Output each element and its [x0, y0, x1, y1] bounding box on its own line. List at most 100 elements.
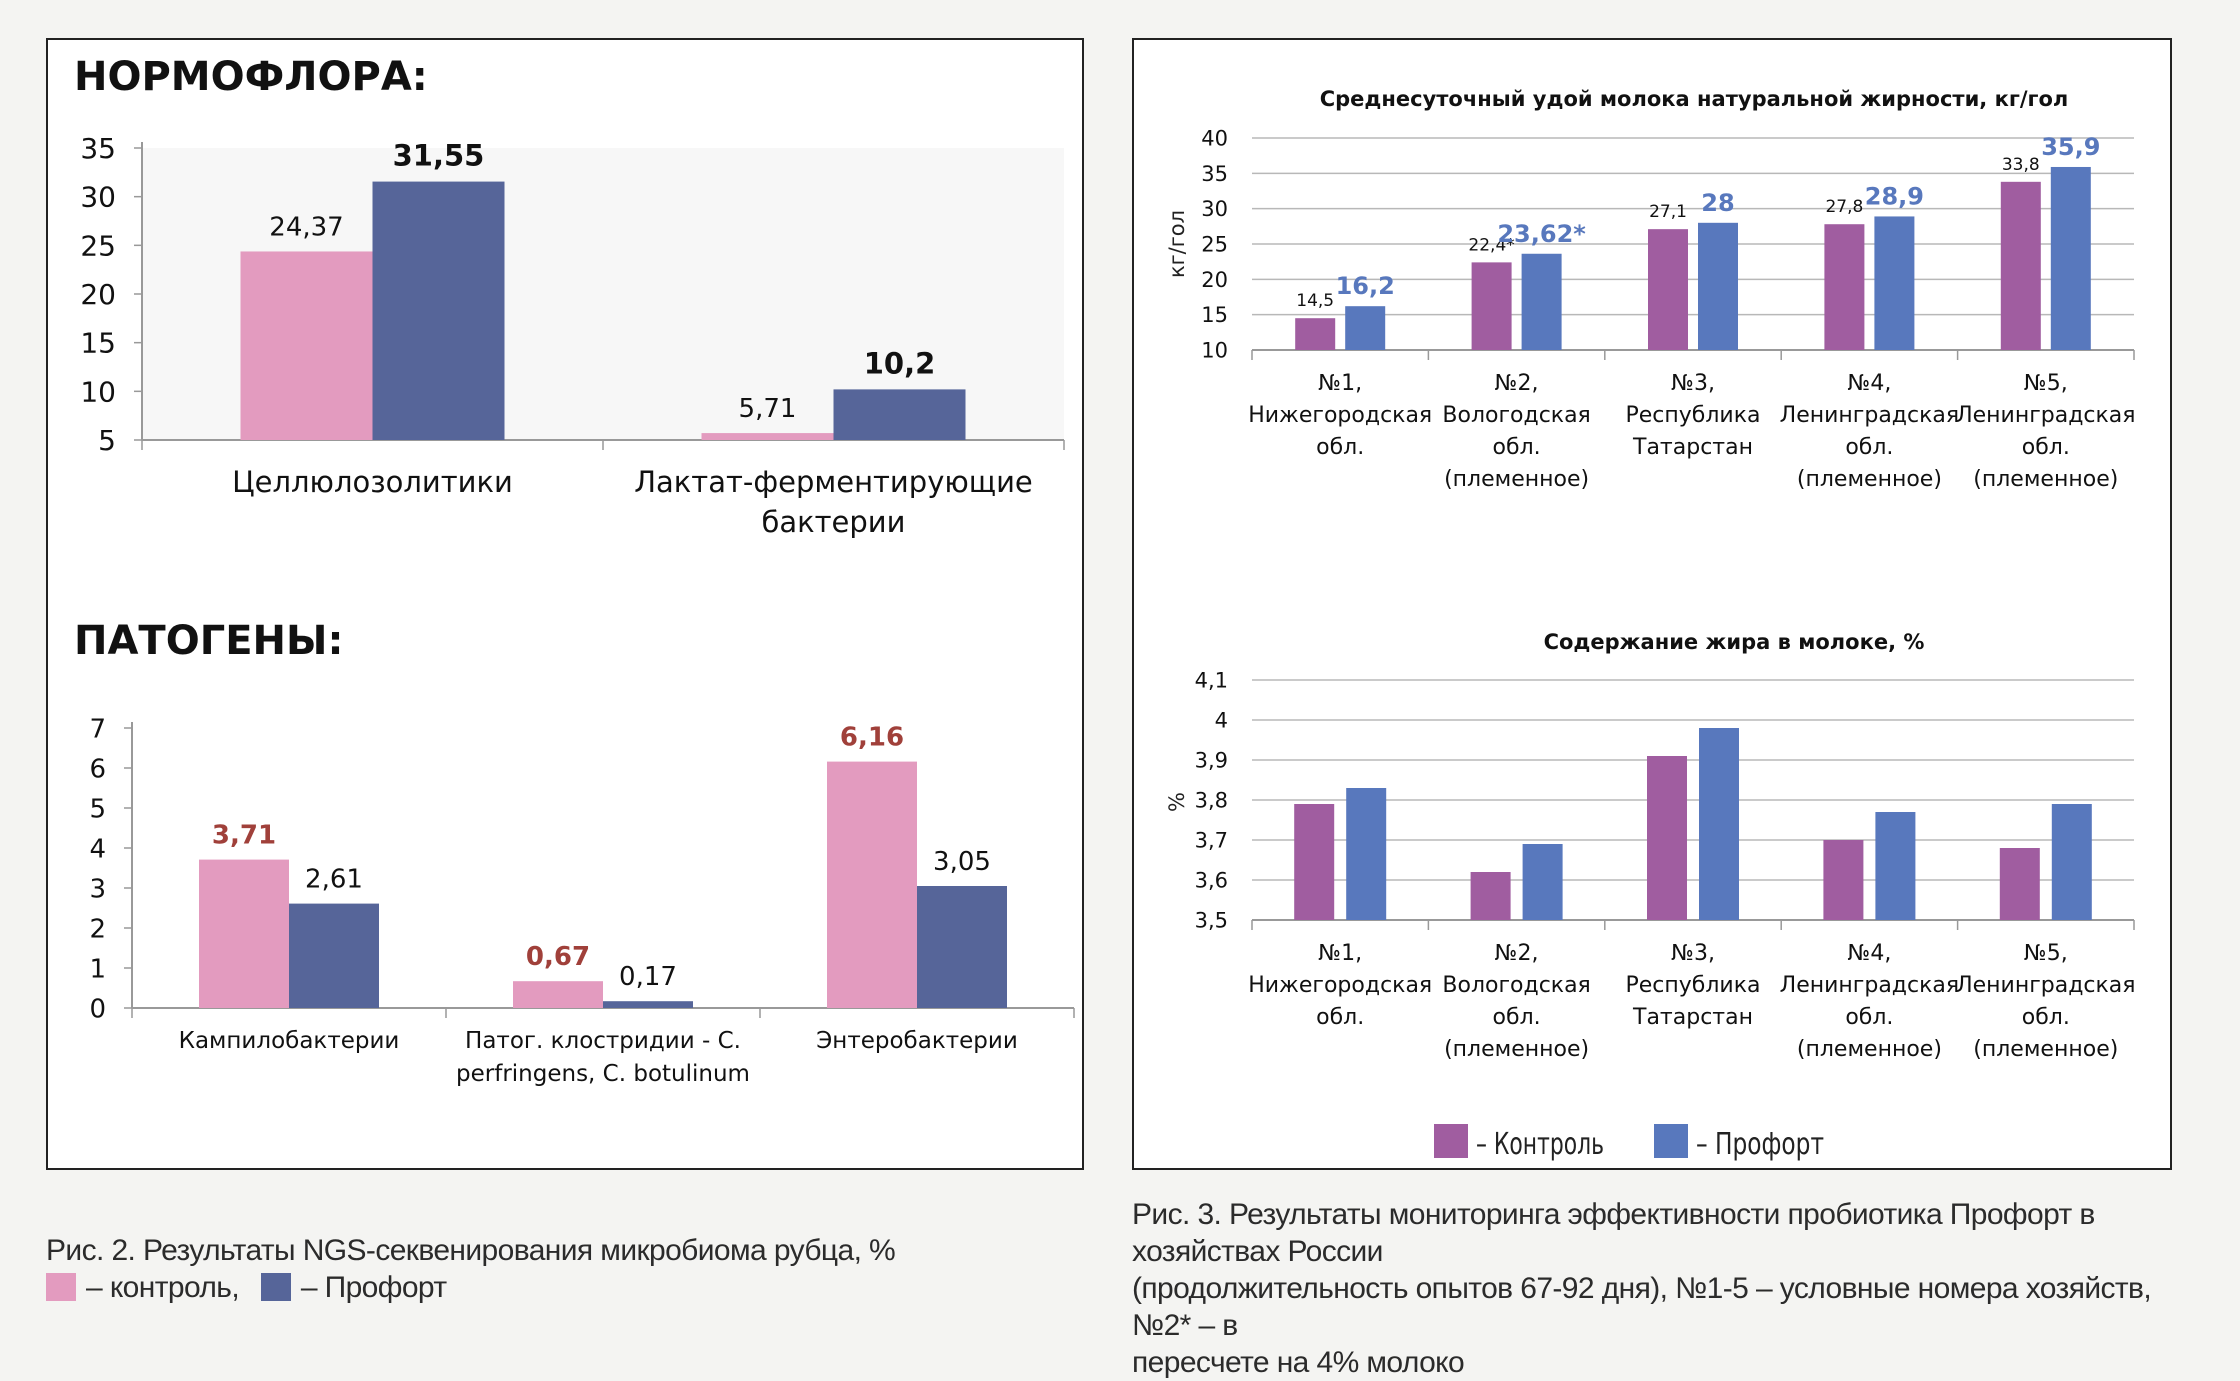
- bar-profort: [1522, 844, 1563, 920]
- x-category-label: Нижегородская: [1248, 403, 1432, 428]
- legend: – Контроль – Профорт: [1434, 1124, 1824, 1162]
- x-category-label: Энтеробактерии: [816, 1028, 1018, 1054]
- x-category-label: обл.: [1845, 435, 1893, 460]
- data-label: 27,8: [1825, 197, 1863, 217]
- y-tick-label: 4,1: [1195, 669, 1228, 693]
- bar-control: [827, 761, 917, 1008]
- x-category-label: (племенное): [1797, 1037, 1942, 1062]
- x-category-label: (племенное): [1973, 467, 2118, 492]
- bar-control: [1824, 224, 1865, 350]
- caption-line-2: (продолжительность опытов 67-92 дня), №1…: [1132, 1272, 2152, 1342]
- bar-profort: [833, 389, 966, 440]
- pathogens-heading: ПАТОГЕНЫ:: [74, 618, 343, 664]
- bar-control: [1470, 872, 1511, 920]
- data-label: 27,1: [1649, 202, 1687, 222]
- x-category-label: Ленинградская: [1956, 403, 2135, 428]
- figure-2-caption: Рис. 2. Результаты NGS-секвенирования ми…: [46, 1232, 1046, 1306]
- data-label: 3,05: [933, 847, 991, 877]
- microbiome-charts: НОРМОФЛОРА: ПАТОГЕНЫ: 510152025303524,37…: [74, 54, 1075, 1087]
- y-tick-label: 35: [80, 132, 116, 165]
- bar-control: [701, 433, 834, 440]
- bar-profort: [289, 903, 379, 1008]
- y-tick-label: 5: [89, 794, 106, 824]
- y-tick-label: 25: [1201, 233, 1228, 257]
- y-tick-label: 5: [98, 424, 116, 457]
- y-tick-label: 3,8: [1195, 789, 1228, 813]
- farm-monitoring-panel: Среднесуточный удой молока натуральной ж…: [1132, 38, 2172, 1170]
- x-category-label: №5,: [2024, 371, 2068, 396]
- bar-control: [2000, 181, 2041, 350]
- bar-control: [1823, 840, 1864, 920]
- data-label: 6,16: [840, 723, 904, 753]
- y-tick-label: 3,5: [1195, 909, 1228, 933]
- y-tick-label: 2: [89, 914, 106, 944]
- y-tick-label: 10: [1201, 339, 1228, 363]
- data-label: 2,61: [305, 865, 363, 895]
- bar-profort: [372, 181, 505, 440]
- bar-profort: [1521, 253, 1562, 350]
- y-tick-label: 40: [1201, 127, 1228, 151]
- y-tick-label: 15: [1201, 303, 1228, 327]
- x-category-label: №4,: [1847, 941, 1891, 966]
- x-category-label: №2,: [1495, 371, 1539, 396]
- data-label: 0,67: [526, 942, 590, 972]
- x-category-label: Татарстан: [1632, 1005, 1753, 1030]
- x-category-label: Ленинградская: [1780, 973, 1959, 998]
- x-category-label: (племенное): [1797, 467, 1942, 492]
- y-tick-label: 6: [89, 754, 106, 784]
- x-category-label: обл.: [1493, 435, 1541, 460]
- y-tick-label: 1: [89, 954, 106, 984]
- pathogens-chart: 0 1 2 3 4 5 6 7 3,71 2,61 Кампилобактерии 0,67 0,17 П…: [89, 714, 1075, 1087]
- y-axis-label: кг/гол: [1165, 210, 1189, 278]
- y-tick-label: 4: [89, 834, 106, 864]
- y-tick-label: 25: [80, 229, 116, 262]
- legend-label-profort: – Профорт: [1696, 1127, 1824, 1162]
- y-tick-label: 3,6: [1195, 869, 1228, 893]
- data-label: 14,5: [1296, 291, 1334, 311]
- normoflora-heading: НОРМОФЛОРА:: [74, 54, 428, 100]
- caption-line-1: Рис. 3. Результаты мониторинга эффективн…: [1132, 1198, 2095, 1268]
- milk-fat-chart: Содержание жира в молоке, %% 3,5 3,6 3,7 3,8…: [1165, 630, 2136, 1062]
- data-label: 28,9: [1865, 182, 1924, 210]
- bar-profort: [1346, 788, 1387, 920]
- y-tick-label: 3,7: [1195, 829, 1228, 853]
- data-label: 35,9: [2041, 133, 2100, 161]
- data-label: 23,62*: [1497, 220, 1586, 248]
- y-tick-label: 3: [89, 874, 106, 904]
- x-category-label: Вологодская: [1442, 973, 1590, 998]
- legend-label-control: – Контроль: [1476, 1127, 1604, 1162]
- x-category-label: Нижегородская: [1248, 973, 1432, 998]
- x-category-label: №3,: [1671, 371, 1715, 396]
- bar-profort: [2050, 166, 2091, 350]
- chart-title: Среднесуточный удой молока натуральной ж…: [1320, 87, 2069, 111]
- chart-title: Содержание жира в молоке, %: [1544, 630, 1925, 654]
- data-label: 5,71: [739, 394, 797, 424]
- bar-profort: [1699, 728, 1739, 920]
- x-category-label: обл.: [1316, 435, 1364, 460]
- bar-control: [1647, 756, 1687, 920]
- caption-line-3: пересчете на 4% молоко: [1132, 1346, 1465, 1379]
- caption-swatch-control: [46, 1273, 76, 1301]
- x-category-label: №3,: [1671, 941, 1715, 966]
- x-category-label: Патог. клостридии - C.: [465, 1028, 741, 1054]
- y-tick-label: 35: [1201, 162, 1228, 186]
- x-category-label: (племенное): [1444, 467, 1589, 492]
- microbiome-panel: НОРМОФЛОРА: ПАТОГЕНЫ: 5 10 15 20 25 30 35 24,37…: [46, 38, 1084, 1170]
- bar-profort: [1345, 306, 1386, 350]
- farm-monitoring-charts: Среднесуточный удой молока натуральной ж…: [1165, 87, 2136, 1162]
- y-tick-label: 20: [80, 278, 116, 311]
- bar-profort: [2051, 804, 2092, 920]
- y-tick-label: 10: [80, 375, 116, 408]
- data-label: 28: [1701, 189, 1734, 217]
- data-label: 33,8: [2002, 155, 2040, 175]
- x-category-label: обл.: [2022, 1005, 2070, 1030]
- legend-swatch-profort: [1654, 1124, 1688, 1158]
- x-category-label: Республика: [1626, 403, 1761, 428]
- y-tick-label: 30: [1201, 197, 1228, 221]
- data-label: 22,4*: [1468, 235, 1514, 255]
- y-tick-label: 30: [80, 181, 116, 214]
- x-category-label: perfringens, C. botulinum: [456, 1061, 750, 1087]
- data-label: 0,17: [619, 962, 677, 992]
- bar-control: [1648, 229, 1688, 350]
- caption-text: Рис. 2. Результаты NGS-секвенирования ми…: [46, 1234, 896, 1267]
